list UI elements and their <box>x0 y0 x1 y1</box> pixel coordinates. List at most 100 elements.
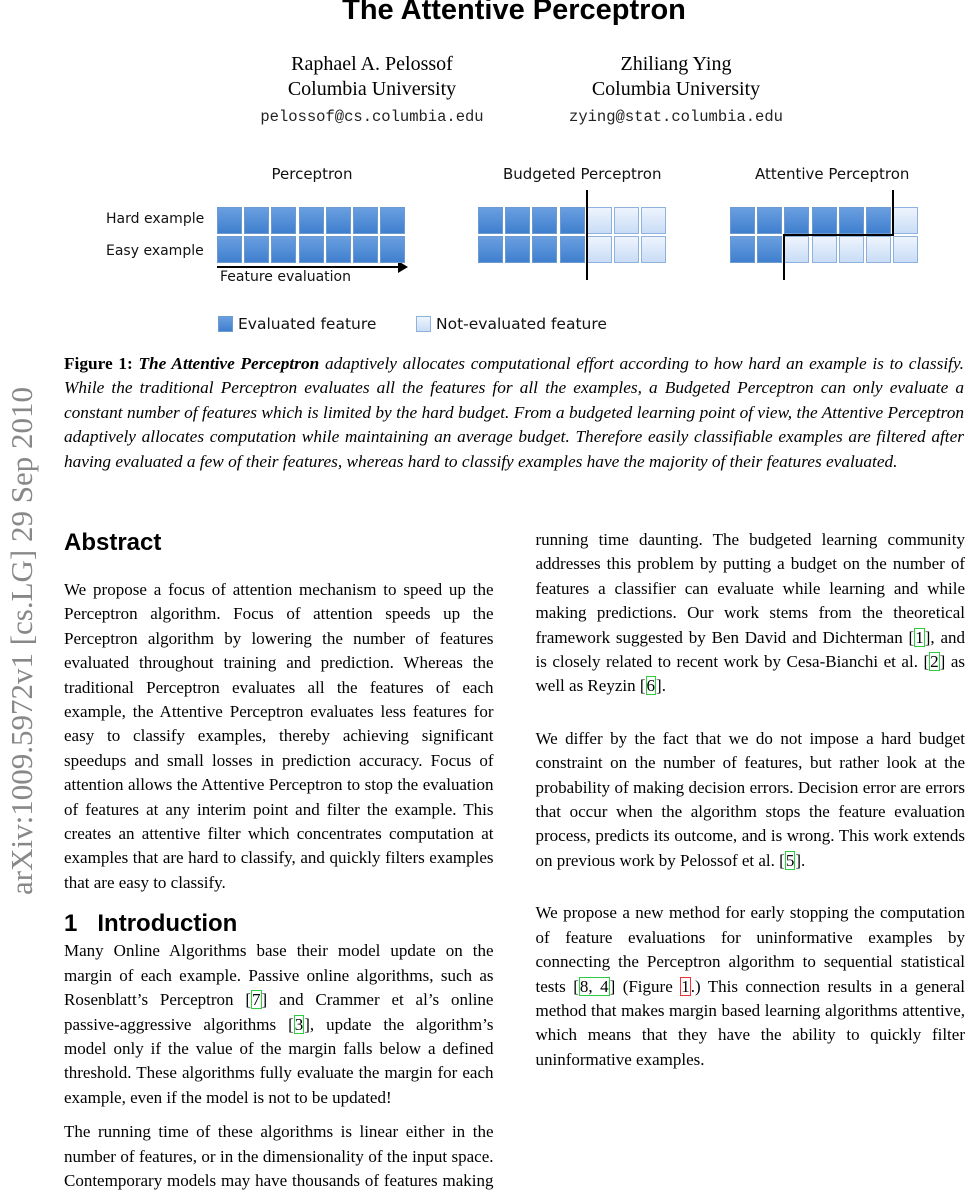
paragraph-text: (Figure <box>615 976 681 996</box>
not-evaluated-feature-cell <box>784 236 810 263</box>
author-affiliation: Columbia University <box>287 78 457 100</box>
evaluated-feature-cell <box>505 236 531 263</box>
not-evaluated-feature-cell <box>586 236 612 263</box>
paragraph-text: . <box>800 850 806 870</box>
not-evaluated-feature-cell <box>641 207 667 234</box>
not-evaluated-feature-cell <box>641 236 667 263</box>
abstract-heading: Abstract <box>64 529 162 556</box>
not-evaluated-feature-cell <box>811 236 837 263</box>
evaluated-feature-cell <box>380 236 406 263</box>
section-number: 1 <box>64 910 78 938</box>
evaluated-feature-cell <box>866 207 891 234</box>
panel-title: Attentive Perceptron <box>755 165 910 183</box>
paragraph: Many Online Algorithms base their model … <box>64 941 494 1107</box>
evaluated-feature-cell <box>757 207 783 234</box>
evaluated-feature-cell <box>532 236 558 263</box>
citation-link[interactable]: 6 <box>645 676 657 696</box>
citation-link[interactable]: 8, 4 <box>578 976 610 996</box>
evaluated-feature-cell <box>559 207 585 234</box>
paragraph-text: The running time of these algorithms is … <box>64 530 965 1190</box>
legend-not-evaluated-swatch <box>416 316 431 332</box>
threshold-line <box>892 190 895 236</box>
not-evaluated-feature-cell <box>614 236 639 263</box>
legend-not-evaluated-label: Not-evaluated feature <box>436 315 607 333</box>
evaluated-feature-cell <box>217 207 242 234</box>
legend-evaluated-swatch <box>218 316 233 332</box>
author-email: pelossof@cs.columbia.edu <box>260 108 484 126</box>
not-evaluated-feature-cell <box>586 207 612 234</box>
caption-title: The Attentive Perceptron <box>138 354 320 373</box>
paragraph-text: . <box>661 676 666 696</box>
evaluated-feature-cell <box>353 207 378 234</box>
evaluated-feature-cell <box>811 207 837 234</box>
figure-caption: Figure 1: The Attentive Perceptron adapt… <box>64 352 964 474</box>
evaluated-feature-cell <box>730 236 755 263</box>
citation-link[interactable]: 7 <box>251 990 262 1010</box>
evaluated-feature-cell <box>757 236 783 263</box>
author-2: Zhiliang Ying Columbia University zying@… <box>526 52 826 130</box>
paragraph-text: and Crammer et al’s online passive-aggre… <box>64 990 494 1034</box>
arrow-shaft <box>217 266 402 268</box>
not-evaluated-feature-cell <box>866 236 891 263</box>
threshold-line <box>783 234 786 280</box>
evaluated-feature-cell <box>217 236 242 263</box>
caption-text: adaptively allocates computational effor… <box>64 354 964 471</box>
evaluated-feature-cell <box>730 207 755 234</box>
author-email: zying@stat.columbia.edu <box>569 108 783 126</box>
not-evaluated-feature-cell <box>893 236 919 263</box>
intro-text: Many Online Algorithms base their model … <box>64 528 965 1200</box>
arrow-label: Feature evaluation <box>220 269 351 285</box>
evaluated-feature-cell <box>559 236 585 263</box>
row-label-hard: Hard example <box>106 211 205 227</box>
evaluated-feature-cell <box>325 207 351 234</box>
evaluated-feature-cell <box>478 236 503 263</box>
evaluated-feature-cell <box>784 207 810 234</box>
evaluated-feature-cell <box>505 207 531 234</box>
citation-link[interactable]: 2 <box>929 652 940 672</box>
evaluated-feature-cell <box>838 207 864 234</box>
evaluated-feature-cell <box>298 236 324 263</box>
evaluated-feature-cell <box>244 207 270 234</box>
evaluated-feature-cell <box>325 236 351 263</box>
citation-link[interactable]: 3 <box>293 1014 305 1034</box>
evaluated-feature-cell <box>244 236 270 263</box>
paper-title: The Attentive Perceptron <box>342 0 686 26</box>
abstract-paragraph: We propose a focus of attention mechanis… <box>64 580 494 892</box>
paragraph-text: , update the algorithm’s model only if t… <box>64 1014 494 1107</box>
evaluated-feature-cell <box>478 207 503 234</box>
arrow-head-icon <box>398 261 408 273</box>
paragraph-text: .) This connection results in a general … <box>535 976 965 1069</box>
row-label-easy: Easy example <box>106 243 204 259</box>
paragraph-text: We propose a new method for early stoppi… <box>535 903 965 996</box>
paragraph-text: We differ by the fact that we do not imp… <box>535 728 965 870</box>
not-evaluated-feature-cell <box>614 207 639 234</box>
author-affiliation: Columbia University <box>591 78 761 100</box>
citation-link[interactable]: 5 <box>784 850 796 870</box>
author-1: Raphael A. Pelossof Columbia University … <box>222 52 522 130</box>
legend-evaluated-label: Evaluated feature <box>238 315 377 333</box>
figure-link[interactable]: 1 <box>680 976 691 996</box>
threshold-line <box>585 190 588 280</box>
paragraph-text: Many Online Algorithms base their model … <box>64 941 494 1010</box>
figure-1: Hard example Easy example Feature evalua… <box>100 160 930 340</box>
evaluated-feature-cell <box>532 207 558 234</box>
evaluated-feature-cell <box>380 207 406 234</box>
not-evaluated-feature-cell <box>893 207 919 234</box>
evaluated-feature-cell <box>271 236 297 263</box>
intro-heading: 1 Introduction <box>64 909 494 939</box>
evaluated-feature-cell <box>298 207 324 234</box>
paper-body: Abstract We propose a focus of attention… <box>64 528 965 1200</box>
not-evaluated-feature-cell <box>838 236 864 263</box>
evaluated-feature-cell <box>353 236 378 263</box>
threshold-line <box>783 234 895 236</box>
paragraph: The running time of these algorithms is … <box>64 530 965 1190</box>
paragraph-text: , and is closely related to recent work … <box>535 627 965 672</box>
panel-title: Budgeted Perceptron <box>503 165 662 183</box>
author-name: Raphael A. Pelossof <box>291 53 453 75</box>
caption-label: Figure 1: <box>64 354 133 373</box>
arxiv-identifier: arXiv:1009.5972v1 [cs.LG] 29 Sep 2010 <box>4 387 39 895</box>
citation-link[interactable]: 1 <box>914 627 925 647</box>
paragraph: We differ by the fact that we do not imp… <box>535 728 965 870</box>
paragraph-text: as well as Reyzin <box>535 652 965 696</box>
